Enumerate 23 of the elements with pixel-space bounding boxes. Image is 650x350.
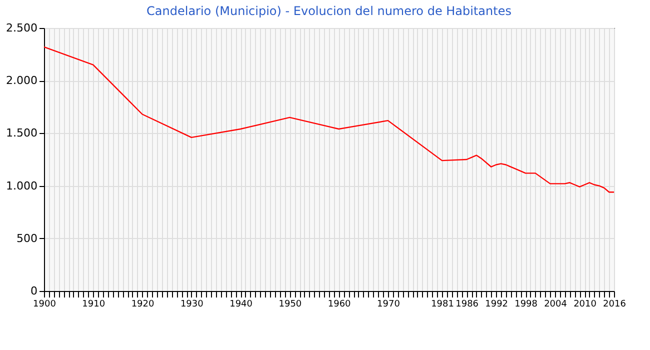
y-tick-label: 2.500 — [6, 22, 38, 34]
x-tick-label: 1960 — [328, 300, 352, 310]
line-series — [43, 46, 615, 193]
x-tick-label: 1940 — [230, 300, 253, 310]
x-tick-label: 1950 — [278, 300, 302, 310]
x-tick-label: 1998 — [514, 300, 538, 310]
x-tick-label: 1992 — [485, 300, 508, 310]
chart-title: Candelario (Municipio) - Evolucion del numero de Habitantes — [146, 4, 512, 18]
y-tick-label: 1.000 — [6, 179, 38, 192]
x-tick-label: 2004 — [544, 300, 568, 310]
x-tick-label: 1981 — [431, 300, 454, 310]
y-tick-label: 500 — [16, 232, 38, 245]
x-tick-label: 1900 — [33, 300, 56, 310]
x-tick-label: 2010 — [574, 300, 597, 310]
y-tick-label: 1.500 — [6, 126, 38, 140]
x-tick-label: 1986 — [456, 300, 479, 310]
y-tick-label: 2.000 — [6, 74, 38, 88]
x-tick-label: 1910 — [82, 300, 106, 310]
y-tick-label: 0 — [30, 284, 38, 298]
x-tick-label: 1970 — [377, 300, 400, 310]
x-tick-label: 2016 — [603, 300, 626, 310]
x-tick-label: 1920 — [131, 300, 154, 310]
x-tick-label: 1930 — [180, 300, 204, 310]
